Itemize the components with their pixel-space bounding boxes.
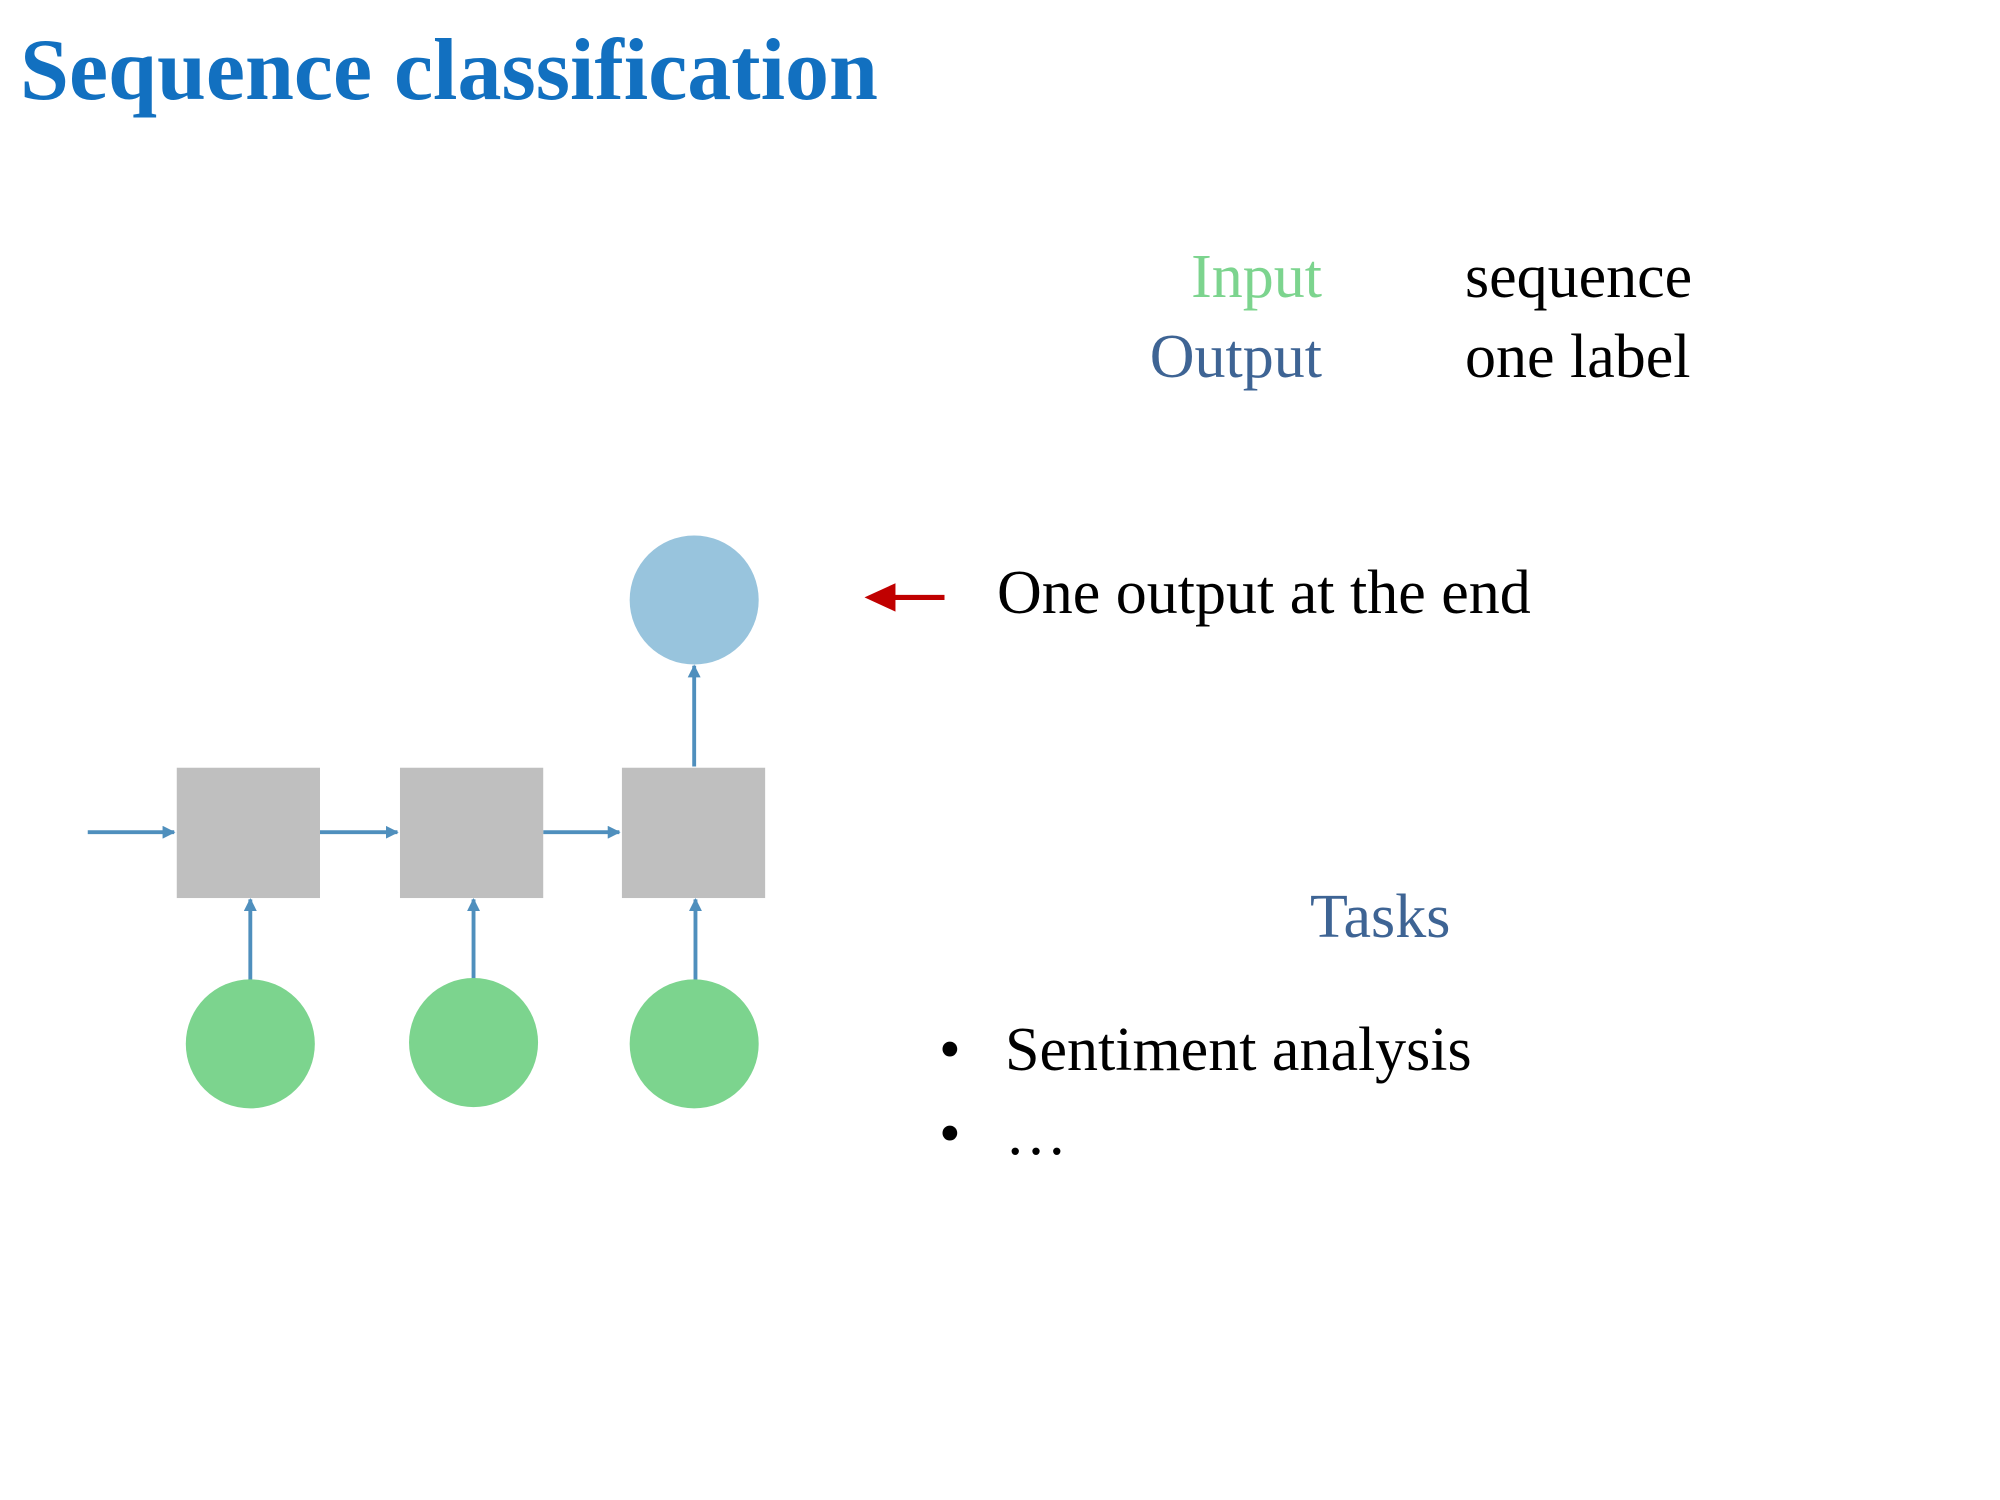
input-node: [409, 978, 539, 1108]
tasks-heading: Tasks: [1310, 883, 1451, 951]
list-item: …: [930, 1097, 1472, 1181]
input-node: [629, 979, 759, 1109]
rnn-cell: [621, 767, 766, 899]
output-label: Output: [1149, 323, 1322, 391]
page-title: Sequence classification: [20, 22, 878, 119]
input-label: Input: [1191, 243, 1322, 311]
rnn-cell: [176, 767, 320, 899]
input-value: sequence: [1465, 243, 1693, 311]
input-node: [185, 979, 315, 1109]
output-value: one label: [1465, 323, 1691, 391]
rnn-cell: [399, 767, 544, 899]
output-annotation: One output at the end: [997, 559, 1531, 627]
pointer-arrow: [864, 583, 945, 612]
list-item: Sentiment analysis: [930, 1013, 1472, 1097]
tasks-list: Sentiment analysis …: [930, 1013, 1472, 1181]
output-node: [629, 535, 759, 665]
